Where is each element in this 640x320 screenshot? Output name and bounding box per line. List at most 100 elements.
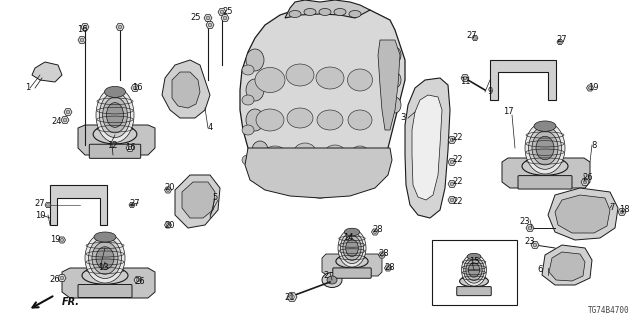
Ellipse shape <box>343 236 361 260</box>
Polygon shape <box>134 276 142 284</box>
Ellipse shape <box>350 146 370 164</box>
Ellipse shape <box>344 228 360 236</box>
Circle shape <box>131 204 133 206</box>
Ellipse shape <box>242 95 254 105</box>
Polygon shape <box>549 252 585 281</box>
Ellipse shape <box>242 65 254 75</box>
Circle shape <box>450 138 454 142</box>
Text: 22: 22 <box>452 197 463 206</box>
Ellipse shape <box>93 124 137 144</box>
Polygon shape <box>204 14 212 21</box>
Circle shape <box>450 198 454 202</box>
Polygon shape <box>164 187 172 193</box>
Circle shape <box>80 38 84 42</box>
Circle shape <box>559 41 561 43</box>
Circle shape <box>63 118 67 122</box>
Ellipse shape <box>324 145 346 163</box>
Polygon shape <box>461 75 469 82</box>
Ellipse shape <box>286 64 314 86</box>
Polygon shape <box>164 222 172 228</box>
Ellipse shape <box>246 79 264 101</box>
Text: 14: 14 <box>343 234 353 243</box>
Ellipse shape <box>287 108 313 128</box>
Ellipse shape <box>99 92 131 138</box>
Ellipse shape <box>461 254 486 286</box>
Ellipse shape <box>242 125 254 135</box>
Polygon shape <box>58 275 66 282</box>
Circle shape <box>47 204 49 206</box>
Text: 13: 13 <box>98 263 108 273</box>
Ellipse shape <box>467 253 481 260</box>
Text: 19: 19 <box>50 236 60 244</box>
Circle shape <box>463 76 467 80</box>
Polygon shape <box>448 137 456 143</box>
Text: 22: 22 <box>452 156 463 164</box>
Circle shape <box>528 226 532 230</box>
Polygon shape <box>555 195 610 233</box>
Polygon shape <box>61 116 69 124</box>
Circle shape <box>223 16 227 20</box>
Ellipse shape <box>316 67 344 89</box>
Text: 26: 26 <box>50 276 60 284</box>
Polygon shape <box>412 95 442 200</box>
Ellipse shape <box>258 168 272 182</box>
Circle shape <box>206 16 210 20</box>
Polygon shape <box>32 62 62 82</box>
Polygon shape <box>45 203 51 208</box>
Text: 16: 16 <box>132 84 142 92</box>
Polygon shape <box>81 24 89 30</box>
Polygon shape <box>287 293 297 301</box>
Polygon shape <box>245 148 392 198</box>
Circle shape <box>83 25 87 29</box>
Polygon shape <box>448 158 456 165</box>
Text: 20: 20 <box>164 220 175 229</box>
Text: 24: 24 <box>52 117 62 126</box>
Circle shape <box>60 238 63 242</box>
Text: 10: 10 <box>35 211 45 220</box>
Polygon shape <box>131 84 139 92</box>
FancyBboxPatch shape <box>90 144 141 158</box>
Ellipse shape <box>525 122 565 174</box>
Ellipse shape <box>294 143 316 161</box>
Ellipse shape <box>327 276 337 284</box>
Polygon shape <box>50 185 107 225</box>
Ellipse shape <box>349 11 361 18</box>
Ellipse shape <box>466 260 482 280</box>
Ellipse shape <box>460 276 488 287</box>
Text: FR.: FR. <box>62 297 80 307</box>
Polygon shape <box>472 36 478 41</box>
Ellipse shape <box>348 110 372 130</box>
Circle shape <box>136 278 140 282</box>
Ellipse shape <box>94 232 116 242</box>
Polygon shape <box>58 237 65 243</box>
Polygon shape <box>405 78 450 218</box>
Ellipse shape <box>92 242 118 274</box>
Text: 8: 8 <box>591 140 596 149</box>
Circle shape <box>588 86 591 90</box>
Polygon shape <box>378 252 385 258</box>
Ellipse shape <box>289 11 301 18</box>
Text: 16: 16 <box>125 143 135 153</box>
Ellipse shape <box>102 97 127 133</box>
Text: 23: 23 <box>525 237 535 246</box>
Polygon shape <box>221 14 229 21</box>
Circle shape <box>220 10 224 14</box>
FancyBboxPatch shape <box>78 284 132 298</box>
Ellipse shape <box>88 237 122 278</box>
Text: 27: 27 <box>467 30 477 39</box>
Ellipse shape <box>252 141 268 159</box>
Polygon shape <box>378 40 400 130</box>
Ellipse shape <box>322 273 342 287</box>
FancyBboxPatch shape <box>457 287 492 296</box>
Text: 20: 20 <box>164 183 175 193</box>
Polygon shape <box>172 72 200 108</box>
Text: 6: 6 <box>538 266 543 275</box>
Polygon shape <box>64 108 72 116</box>
Text: 27: 27 <box>35 198 45 207</box>
Circle shape <box>474 37 476 39</box>
Text: 28: 28 <box>379 249 389 258</box>
Polygon shape <box>218 9 226 15</box>
Circle shape <box>450 160 454 164</box>
Text: 18: 18 <box>619 205 629 214</box>
Text: 26: 26 <box>582 173 593 182</box>
